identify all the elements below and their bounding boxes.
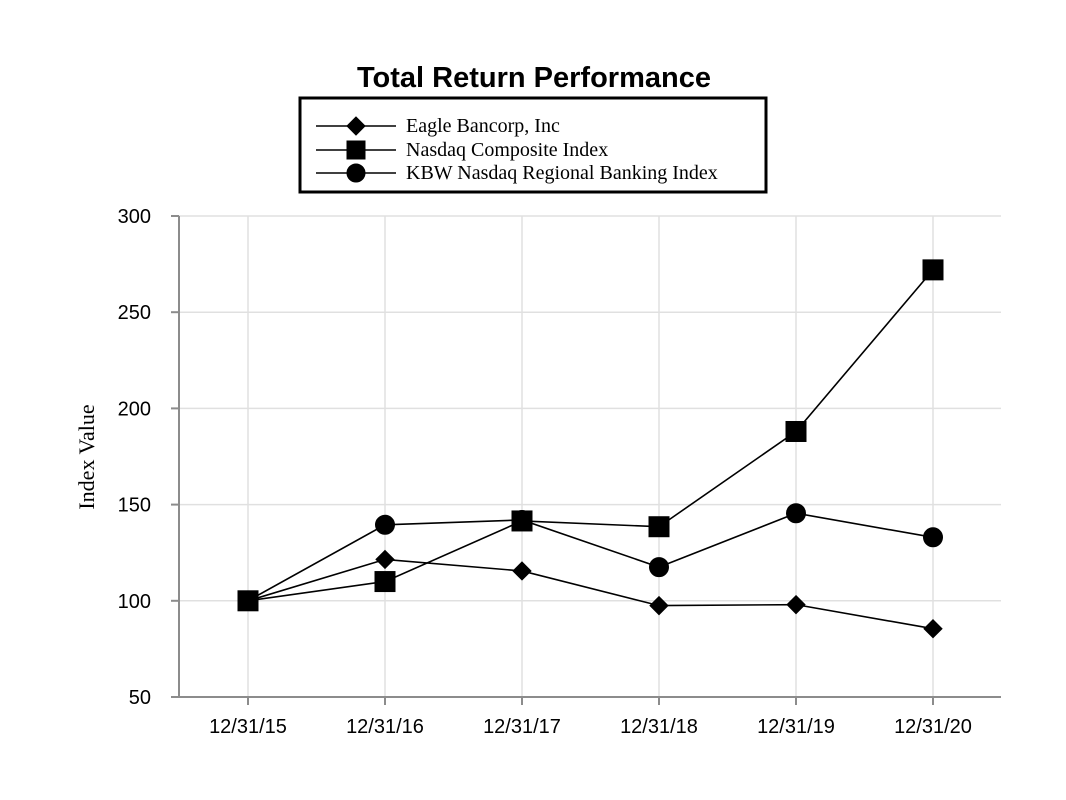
data-point-eagle-bancorp [238,591,258,611]
legend-marker-diamond [346,116,366,136]
legend-label: Eagle Bancorp, Inc [406,115,560,137]
data-point-kbw-regional-banking [786,503,806,524]
data-point-nasdaq-composite [374,571,396,593]
y-tick-label: 250 [118,302,151,324]
y-tick-label: 150 [118,495,151,517]
series-kbw-regional-banking [238,503,943,611]
legend-label: KBW Nasdaq Regional Banking Index [406,162,718,184]
y-tick-label: 200 [118,398,151,420]
y-tick-label: 100 [118,591,151,613]
grid [179,215,1001,697]
x-tick-label: 12/31/17 [483,716,561,738]
x-tick-label: 12/31/18 [620,716,698,738]
legend-marker-square [346,140,366,160]
data-point-eagle-bancorp [923,618,943,639]
x-tick-label: 12/31/16 [346,716,424,738]
data-point-kbw-regional-banking [923,527,943,548]
series-group [237,259,944,639]
series-line-kbw-regional-banking [247,512,934,602]
legend-marker-circle [346,163,366,183]
data-point-eagle-bancorp [512,561,532,581]
y-tick-label: 50 [129,687,151,709]
legend-item-nasdaq-composite: Nasdaq Composite Index [316,139,608,161]
legend-label: Nasdaq Composite Index [406,139,608,161]
chart-title: Total Return Performance [357,62,711,94]
series-eagle-bancorp [238,549,943,639]
series-line-nasdaq-composite [247,269,934,602]
data-point-nasdaq-composite [648,516,670,538]
series-line-eagle-bancorp [247,558,934,630]
x-ticks: 12/31/15 12/31/16 12/31/17 12/31/18 12/31/19… [209,697,972,738]
legend-box [298,96,768,194]
data-point-nasdaq-composite [922,259,944,281]
x-tick-label: 12/31/19 [757,716,835,738]
legend-item-kbw-regional-banking: KBW Nasdaq Regional Banking Index [316,162,718,184]
legend-item-eagle-bancorp: Eagle Bancorp, Inc [316,115,560,137]
x-tick-label: 12/31/15 [209,716,287,738]
y-axis-label: Index Value [74,404,99,509]
axes [178,216,1001,698]
data-point-nasdaq-composite [511,510,533,532]
data-point-eagle-bancorp [649,595,669,616]
y-tick-label: 300 [118,206,151,228]
x-tick-label: 12/31/20 [894,716,972,738]
data-point-nasdaq-composite [785,420,807,442]
data-point-eagle-bancorp [375,549,395,570]
data-point-kbw-regional-banking [375,514,395,535]
y-ticks: 50 100 150 200 250 300 [118,206,179,709]
data-point-kbw-regional-banking [649,557,669,578]
data-point-eagle-bancorp [786,594,806,615]
